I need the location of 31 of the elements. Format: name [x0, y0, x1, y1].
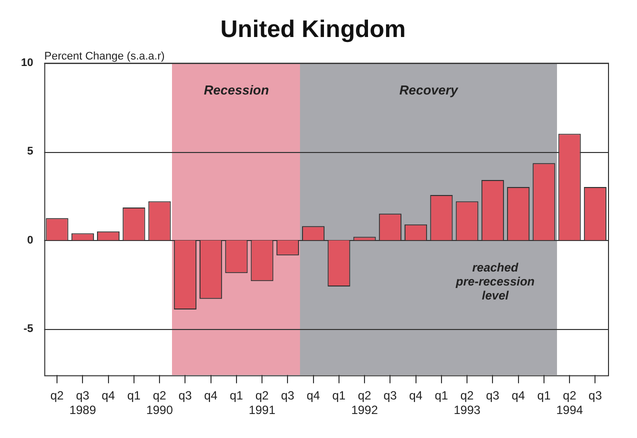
x-tick-label: q2 1994 [556, 388, 584, 418]
x-tick-label: q2 1993 [454, 388, 481, 418]
x-tick-label: q1 [434, 388, 448, 403]
x-tick-label: q3 [486, 388, 500, 403]
y-tick-label: 5 [27, 146, 34, 158]
y-tick-label: -5 [23, 323, 34, 336]
x-tick-label: q4 [306, 388, 320, 403]
x-tick-label: q1 [332, 388, 346, 403]
x-tick-label: q3 [384, 388, 398, 403]
x-tick-label: q3 1989 [69, 388, 96, 418]
x-tick-label: q2 1992 [351, 388, 378, 418]
x-tick-label: q3 [178, 388, 192, 403]
x-tick-label: q1 [230, 388, 244, 403]
x-tick-label: q2 [50, 388, 64, 403]
x-tick-label: q1 [127, 388, 141, 403]
x-tick-label: q4 [204, 388, 218, 403]
chart-title: United Kingdom [220, 16, 406, 44]
x-tick-label: q4 [102, 388, 116, 403]
x-tick-label: q4 [512, 388, 526, 403]
x-tick-label: q4 [409, 388, 423, 403]
annotation: Recovery [399, 82, 459, 98]
y-tick-label: 0 [27, 234, 34, 246]
annotation: reached pre-recession level [454, 260, 535, 303]
x-tick-label: q3 [281, 388, 295, 403]
x-tick-label: q2 1990 [146, 388, 174, 418]
y-axis-title: Percent Change (s.a.a.r) [44, 50, 165, 62]
x-tick-label: q1 [537, 388, 551, 403]
x-tick-label: q3 [588, 388, 602, 403]
y-tick-label: 10 [20, 56, 34, 69]
annotation: Recession [204, 82, 269, 98]
x-tick-label: q2 1991 [248, 388, 276, 418]
